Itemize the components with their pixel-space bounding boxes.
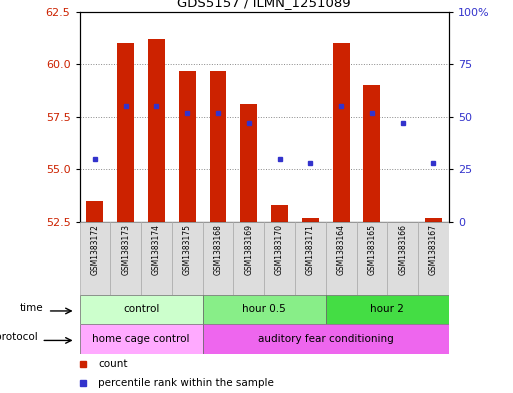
Bar (80, 324, 203, 354)
Text: GSM1383173: GSM1383173 (121, 224, 130, 275)
Bar (271, 205, 288, 222)
Text: GSM1383171: GSM1383171 (306, 224, 315, 275)
Bar (240, 104, 257, 222)
Text: hour 0.5: hour 0.5 (242, 305, 286, 314)
Text: home cage control: home cage control (92, 334, 190, 344)
Bar (203, 324, 449, 354)
Bar (203, 295, 326, 324)
Bar (357, 222, 387, 295)
Text: time: time (20, 303, 44, 313)
Text: GSM1383175: GSM1383175 (183, 224, 192, 275)
Bar (233, 222, 264, 295)
Bar (302, 218, 319, 222)
Bar (110, 222, 141, 295)
Text: GSM1383174: GSM1383174 (152, 224, 161, 275)
Text: GSM1383166: GSM1383166 (398, 224, 407, 275)
Bar (80, 295, 203, 324)
Bar (203, 222, 233, 295)
Text: count: count (98, 358, 128, 369)
Text: GSM1383172: GSM1383172 (90, 224, 100, 275)
Bar (209, 71, 226, 222)
Bar (141, 222, 172, 295)
Bar (295, 222, 326, 295)
Bar (86, 201, 103, 222)
Bar (148, 39, 165, 222)
Bar (326, 222, 357, 295)
Bar (425, 218, 442, 222)
Text: hour 2: hour 2 (370, 305, 404, 314)
Bar (418, 222, 449, 295)
Bar (326, 295, 449, 324)
Bar (332, 43, 350, 222)
Bar (172, 222, 203, 295)
Text: GSM1383164: GSM1383164 (337, 224, 346, 275)
Bar (117, 43, 134, 222)
Bar (179, 71, 196, 222)
Text: protocol: protocol (0, 332, 38, 342)
Text: auditory fear conditioning: auditory fear conditioning (258, 334, 393, 344)
Bar (264, 222, 295, 295)
Bar (80, 222, 110, 295)
Bar (363, 85, 381, 222)
Bar (387, 222, 418, 295)
Text: GSM1383167: GSM1383167 (429, 224, 438, 275)
Text: GSM1383165: GSM1383165 (367, 224, 377, 275)
Title: GDS5157 / ILMN_1251089: GDS5157 / ILMN_1251089 (177, 0, 351, 9)
Text: GSM1383170: GSM1383170 (275, 224, 284, 275)
Text: GSM1383169: GSM1383169 (244, 224, 253, 275)
Text: control: control (123, 305, 159, 314)
Text: percentile rank within the sample: percentile rank within the sample (98, 378, 274, 388)
Text: GSM1383168: GSM1383168 (213, 224, 223, 275)
